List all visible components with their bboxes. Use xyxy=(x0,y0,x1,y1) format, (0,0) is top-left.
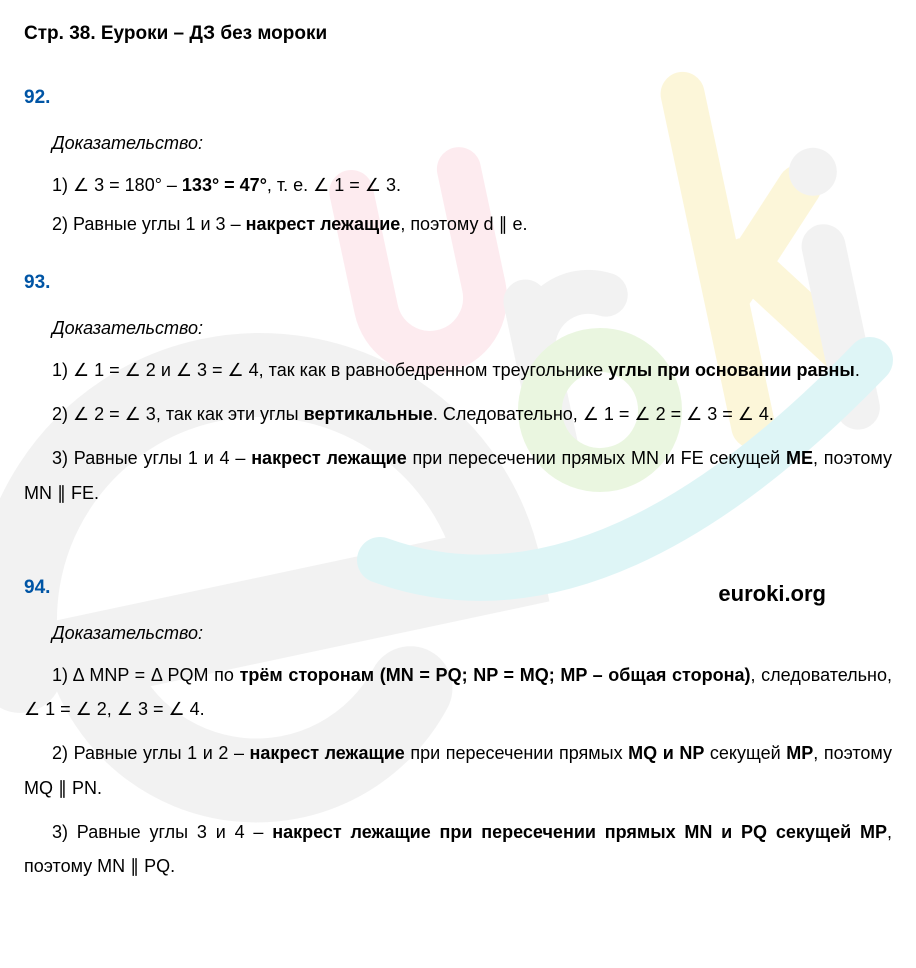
text: 1) Δ MNP = Δ PQM по xyxy=(52,665,240,685)
bold-text: MQ и NP xyxy=(628,743,704,763)
text: при пересечении прямых MN и FE секущей xyxy=(407,448,786,468)
proof-label: Доказательство: xyxy=(52,126,892,160)
bold-text: 133° = 47° xyxy=(182,175,267,195)
page-header: Стр. 38. Еуроки – ДЗ без мороки xyxy=(24,16,892,52)
bold-text: накрест лежащие при пересечении прямых M… xyxy=(272,822,887,842)
bold-text: вертикальные xyxy=(304,404,433,424)
problem-number-92: 92. xyxy=(24,80,892,116)
problem-number-93: 93. xyxy=(24,265,892,301)
proof-step: 1) ∠ 3 = 180° – 133° = 47°, т. е. ∠ 1 = … xyxy=(52,168,892,202)
bold-text: накрест лежащие xyxy=(250,743,405,763)
proof-step: 3) Равные углы 3 и 4 – накрест лежащие п… xyxy=(24,815,892,883)
bold-text: трём сторонам (MN = PQ; NP = MQ; MP – об… xyxy=(240,665,751,685)
bold-text: накрест лежащие xyxy=(246,214,401,234)
text: , т. е. ∠ 1 = ∠ 3. xyxy=(267,175,401,195)
bold-text: углы при основании равны xyxy=(608,360,855,380)
text: 1) ∠ 3 = 180° – xyxy=(52,175,182,195)
bold-text: MP xyxy=(786,743,813,763)
proof-step: 2) Равные углы 1 и 3 – накрест лежащие, … xyxy=(52,207,892,241)
text: . Следовательно, ∠ 1 = ∠ 2 = ∠ 3 = ∠ 4. xyxy=(433,404,774,424)
text: 3) Равные углы 1 и 4 – xyxy=(52,448,251,468)
text: , поэтому d ∥ e. xyxy=(400,214,527,234)
proof-step: 2) ∠ 2 = ∠ 3, так как эти углы вертикаль… xyxy=(24,397,892,431)
text: 2) ∠ 2 = ∠ 3, так как эти углы xyxy=(52,404,304,424)
proof-label: Доказательство: xyxy=(52,616,892,650)
proof-step: 3) Равные углы 1 и 4 – накрест лежащие п… xyxy=(24,441,892,509)
site-watermark-label: euroki.org xyxy=(718,573,826,615)
proof-step: 1) ∠ 1 = ∠ 2 и ∠ 3 = ∠ 4, так как в равн… xyxy=(24,353,892,387)
text: 1) ∠ 1 = ∠ 2 и ∠ 3 = ∠ 4, так как в равн… xyxy=(52,360,608,380)
text: 2) Равные углы 1 и 2 – xyxy=(52,743,250,763)
text: 2) Равные углы 1 и 3 – xyxy=(52,214,246,234)
proof-label: Доказательство: xyxy=(52,311,892,345)
proof-step: 1) Δ MNP = Δ PQM по трём сторонам (MN = … xyxy=(24,658,892,726)
text: секущей xyxy=(704,743,786,763)
text: при пересечении прямых xyxy=(405,743,628,763)
text: . xyxy=(855,360,860,380)
text: 3) Равные углы 3 и 4 – xyxy=(52,822,272,842)
proof-step: 2) Равные углы 1 и 2 – накрест лежащие п… xyxy=(24,736,892,804)
bold-text: ME xyxy=(786,448,813,468)
bold-text: накрест лежащие xyxy=(251,448,407,468)
